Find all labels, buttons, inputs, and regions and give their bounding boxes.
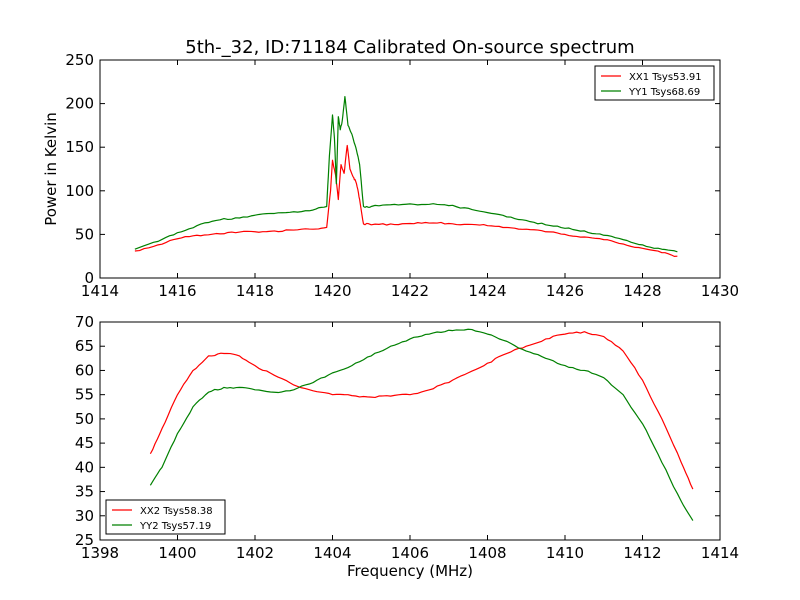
series-line-2 (149, 328, 694, 521)
y-tick-label: 35 (75, 483, 94, 501)
legend-entry: XX1 Tsys53.91 (629, 72, 702, 83)
y-tick-label: 150 (65, 138, 94, 156)
legend-box (105, 499, 226, 535)
x-axis-label: Frequency (MHz) (347, 562, 473, 580)
panels: 1414 1416 1418 1420 1422 1424 1426 1428 14300501… (42, 51, 739, 580)
legend-entry: YY2 Tsys57.19 (139, 521, 211, 532)
legend-entry: YY1 Tsys68.69 (628, 87, 700, 98)
x-tick-label: 1414 (81, 282, 119, 300)
y-tick-label: 200 (65, 95, 94, 113)
x-tick-label: 1424 (468, 282, 506, 300)
figure-title: 5th-_32, ID:71184 Calibrated On-source s… (185, 37, 634, 58)
y-tick-label: 50 (75, 410, 94, 428)
y-tick-label: 70 (75, 313, 94, 331)
legend: XX1 Tsys53.91 YY1 Tsys68.69 (594, 65, 715, 101)
x-tick-label: 1404 (313, 544, 351, 562)
panel-1: 1414 1416 1418 1420 1422 1424 1426 1428 1430 0 50 1… (42, 51, 739, 300)
x-tick-label: 1406 (391, 544, 429, 562)
x-tick-label: 1430 (701, 282, 739, 300)
x-tick-label: 1400 (158, 544, 196, 562)
series-line-2 (134, 96, 678, 253)
x-tick-label: 1422 (391, 282, 429, 300)
x-tick-label: 1398 (81, 544, 119, 562)
y-tick-label: 0 (84, 269, 94, 287)
legend-entry: XX2 Tsys58.38 (140, 506, 213, 517)
y-tick-label: 40 (75, 458, 94, 476)
y-tick-label: 250 (65, 51, 94, 69)
x-tick-label: 1412 (623, 544, 661, 562)
y-tick-label: 55 (75, 386, 94, 404)
series-line-1 (134, 144, 678, 257)
y-tick-label: 25 (75, 531, 94, 549)
legend-box (594, 65, 715, 101)
y-tick-label: 45 (75, 434, 94, 452)
x-tick-label: 1416 (158, 282, 196, 300)
x-tick-label: 1426 (546, 282, 584, 300)
y-tick-label: 50 (75, 225, 94, 243)
legend: XX2 Tsys58.38 YY2 Tsys57.19 (105, 499, 226, 535)
x-tick-label: 1408 (468, 544, 506, 562)
y-tick-label: 65 (75, 337, 94, 355)
series-line-1 (149, 331, 694, 490)
y-tick-label: 100 (65, 182, 94, 200)
y-tick-label: 30 (75, 507, 94, 525)
x-tick-label: 1418 (236, 282, 274, 300)
x-tick-label: 1410 (546, 544, 584, 562)
x-tick-label: 1414 (701, 544, 739, 562)
x-tick-label: 1402 (236, 544, 274, 562)
panel-2: 1398 1400 1402 1404 1406 1408 1410 1412 1414 25 30… (75, 313, 739, 580)
x-tick-label: 1428 (623, 282, 661, 300)
x-tick-label: 1420 (313, 282, 351, 300)
y-axis-label: Power in Kelvin (42, 112, 60, 226)
y-tick-label: 60 (75, 361, 94, 379)
